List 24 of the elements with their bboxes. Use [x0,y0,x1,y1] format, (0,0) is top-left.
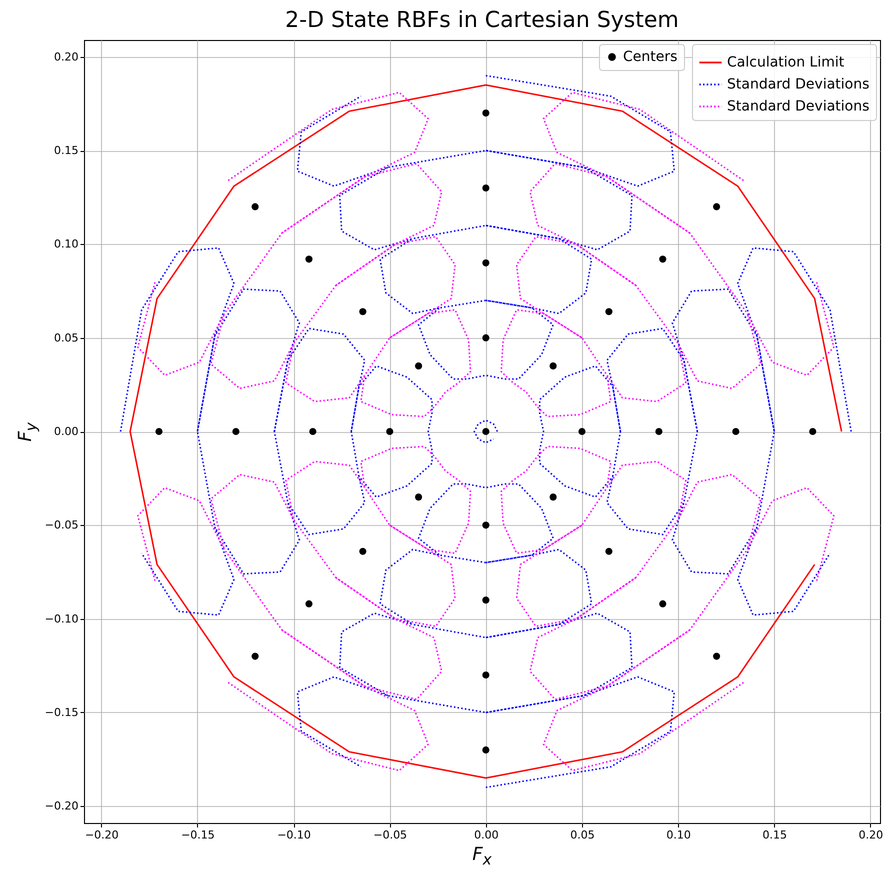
y-tick-label: −0.05 [44,518,78,532]
y-tick-label: −0.10 [44,612,78,626]
y-tick-label: 0.20 [54,50,78,64]
legend-label: Standard Deviations [727,76,870,92]
x-tick-label: −0.15 [181,828,215,842]
y-tick-label: −0.15 [44,706,78,719]
x-tick-label: 0.20 [858,828,884,842]
y-tick-label: −0.20 [44,800,78,813]
legend-label: Calculation Limit [727,54,845,70]
x-tick-label: −0.10 [277,828,311,842]
legend-label: Standard Deviations [727,98,870,114]
x-axis-title: F$_{x}$ [472,844,492,869]
y-tick-label: 0.05 [54,331,78,344]
chart-title: 2-D State RBFs in Cartesian System [285,8,679,33]
x-tick-label: 0.00 [474,828,499,842]
x-tick-label: 0.10 [666,828,691,842]
x-tick-label: 0.05 [570,828,595,842]
x-tick-label: 0.15 [762,828,787,842]
legend-label: Centers [623,49,678,65]
y-tick-label: 0.10 [54,238,78,251]
y-tick-label: 0.15 [54,144,78,158]
y-tick-label: 0.00 [54,425,78,438]
x-tick-label: −0.20 [84,828,119,842]
x-tick-label: −0.05 [373,828,408,842]
